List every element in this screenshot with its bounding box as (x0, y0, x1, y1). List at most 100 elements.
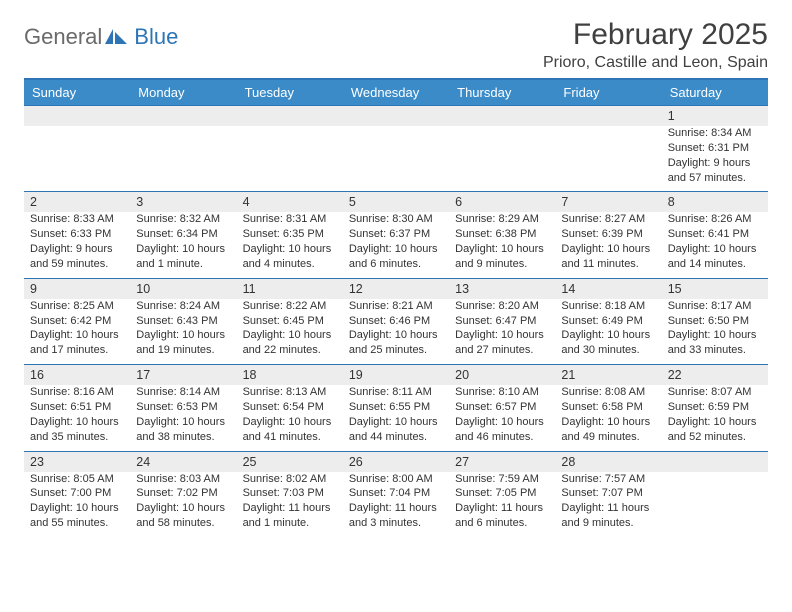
sunrise-line: Sunrise: 8:21 AM (349, 299, 443, 314)
sunset-line: Sunset: 6:58 PM (561, 400, 655, 415)
sunset-line: Sunset: 7:05 PM (455, 486, 549, 501)
day-cell: Sunrise: 8:33 AMSunset: 6:33 PMDaylight:… (24, 212, 130, 277)
weekday-header: Friday (555, 80, 661, 105)
day-details: Sunrise: 8:13 AMSunset: 6:54 PMDaylight:… (243, 385, 337, 444)
sunset-line: Sunset: 6:34 PM (136, 227, 230, 242)
daylight-line: Daylight: 10 hours and 35 minutes. (30, 415, 124, 445)
daynum-row: 232425262728 (24, 451, 768, 472)
day-number: 17 (130, 365, 236, 385)
day-details: Sunrise: 8:17 AMSunset: 6:50 PMDaylight:… (668, 299, 762, 358)
day-details: Sunrise: 8:26 AMSunset: 6:41 PMDaylight:… (668, 212, 762, 271)
sunset-line: Sunset: 6:41 PM (668, 227, 762, 242)
day-number (24, 106, 130, 126)
day-cell: Sunrise: 8:05 AMSunset: 7:00 PMDaylight:… (24, 472, 130, 537)
sunset-line: Sunset: 6:31 PM (668, 141, 762, 156)
sunset-line: Sunset: 6:50 PM (668, 314, 762, 329)
weekday-header: Wednesday (343, 80, 449, 105)
daylight-line: Daylight: 9 hours and 59 minutes. (30, 242, 124, 272)
daylight-line: Daylight: 10 hours and 14 minutes. (668, 242, 762, 272)
weekday-header: Tuesday (237, 80, 343, 105)
day-details: Sunrise: 8:18 AMSunset: 6:49 PMDaylight:… (561, 299, 655, 358)
day-number: 7 (555, 192, 661, 212)
day-number (130, 106, 236, 126)
daylight-line: Daylight: 10 hours and 38 minutes. (136, 415, 230, 445)
daylight-line: Daylight: 10 hours and 49 minutes. (561, 415, 655, 445)
sunrise-line: Sunrise: 8:16 AM (30, 385, 124, 400)
day-cell: Sunrise: 8:10 AMSunset: 6:57 PMDaylight:… (449, 385, 555, 450)
day-cell: Sunrise: 8:21 AMSunset: 6:46 PMDaylight:… (343, 299, 449, 364)
day-cell: Sunrise: 8:07 AMSunset: 6:59 PMDaylight:… (662, 385, 768, 450)
day-cell: Sunrise: 8:13 AMSunset: 6:54 PMDaylight:… (237, 385, 343, 450)
daylight-line: Daylight: 11 hours and 3 minutes. (349, 501, 443, 531)
calendar: Sunday Monday Tuesday Wednesday Thursday… (24, 78, 768, 537)
day-details: Sunrise: 8:34 AMSunset: 6:31 PMDaylight:… (668, 126, 762, 185)
day-details: Sunrise: 8:08 AMSunset: 6:58 PMDaylight:… (561, 385, 655, 444)
sunrise-line: Sunrise: 7:57 AM (561, 472, 655, 487)
day-cell (343, 126, 449, 191)
week-content-row: Sunrise: 8:25 AMSunset: 6:42 PM Daylight:… (24, 299, 768, 364)
sunrise-line: Sunrise: 8:14 AM (136, 385, 230, 400)
day-cell: Sunrise: 8:00 AMSunset: 7:04 PMDaylight:… (343, 472, 449, 537)
day-details: Sunrise: 8:24 AMSunset: 6:43 PMDaylight:… (136, 299, 230, 358)
daylight-line: Daylight: 10 hours and 44 minutes. (349, 415, 443, 445)
day-number: 6 (449, 192, 555, 212)
day-cell (237, 126, 343, 191)
day-details: Sunrise: 8:16 AMSunset: 6:51 PMDaylight:… (30, 385, 124, 444)
sunrise-line: Sunrise: 8:29 AM (455, 212, 549, 227)
day-number: 24 (130, 452, 236, 472)
sunset-line: Sunset: 6:53 PM (136, 400, 230, 415)
sunset-line: Sunset: 6:37 PM (349, 227, 443, 242)
day-details: Sunrise: 8:00 AMSunset: 7:04 PMDaylight:… (349, 472, 443, 531)
day-cell: Sunrise: 8:14 AMSunset: 6:53 PMDaylight:… (130, 385, 236, 450)
day-number: 10 (130, 279, 236, 299)
weekday-header: Sunday (24, 80, 130, 105)
sunrise-line: Sunrise: 8:25 AM (30, 299, 124, 314)
day-details: Sunrise: 8:07 AMSunset: 6:59 PMDaylight:… (668, 385, 762, 444)
day-details: Sunrise: 8:05 AMSunset: 7:00 PMDaylight:… (30, 472, 124, 531)
sunrise-line: Sunrise: 8:10 AM (455, 385, 549, 400)
sunrise-line: Sunrise: 8:26 AM (668, 212, 762, 227)
week-content-row: Sunrise: 8:33 AMSunset: 6:33 PMDaylight:… (24, 212, 768, 277)
daylight-line: Daylight: 9 hours and 57 minutes. (668, 156, 762, 186)
day-number (343, 106, 449, 126)
day-cell: Sunrise: 8:27 AMSunset: 6:39 PMDaylight:… (555, 212, 661, 277)
daylight-line: Daylight: 11 hours and 6 minutes. (455, 501, 549, 531)
daylight-line: Daylight: 11 hours and 1 minute. (243, 501, 337, 531)
day-details: Sunrise: 8:21 AMSunset: 6:46 PMDaylight:… (349, 299, 443, 358)
sunrise-line: Sunrise: 8:22 AM (243, 299, 337, 314)
day-details: Sunrise: 8:03 AMSunset: 7:02 PMDaylight:… (136, 472, 230, 531)
day-cell: Sunrise: 8:34 AMSunset: 6:31 PMDaylight:… (662, 126, 768, 191)
weekday-header-row: Sunday Monday Tuesday Wednesday Thursday… (24, 80, 768, 105)
day-number: 8 (662, 192, 768, 212)
daylight-line: Daylight: 10 hours and 46 minutes. (455, 415, 549, 445)
sunset-line: Sunset: 6:55 PM (349, 400, 443, 415)
day-cell: Sunrise: 8:17 AMSunset: 6:50 PMDaylight:… (662, 299, 768, 364)
daylight-line: Daylight: 10 hours and 41 minutes. (243, 415, 337, 445)
month-title: February 2025 (543, 18, 768, 52)
week-content-row: Sunrise: 8:34 AMSunset: 6:31 PMDaylight:… (24, 126, 768, 191)
sunset-line: Sunset: 6:42 PM (30, 314, 124, 329)
day-details: Sunrise: 8:29 AMSunset: 6:38 PMDaylight:… (455, 212, 549, 271)
day-number (449, 106, 555, 126)
daylight-line: Daylight: 10 hours and 25 minutes. (349, 328, 443, 358)
title-block: February 2025 Prioro, Castille and Leon,… (543, 18, 768, 72)
sunset-line: Sunset: 6:59 PM (668, 400, 762, 415)
day-number: 12 (343, 279, 449, 299)
day-cell (130, 126, 236, 191)
day-details: Sunrise: 8:10 AMSunset: 6:57 PMDaylight:… (455, 385, 549, 444)
sunset-line: Sunset: 7:07 PM (561, 486, 655, 501)
day-cell: Sunrise: 8:29 AMSunset: 6:38 PMDaylight:… (449, 212, 555, 277)
day-number: 18 (237, 365, 343, 385)
daylight-line: Daylight: 10 hours and 1 minute. (136, 242, 230, 272)
daylight-line: Daylight: 10 hours and 33 minutes. (668, 328, 762, 358)
day-cell: Sunrise: 8:08 AMSunset: 6:58 PMDaylight:… (555, 385, 661, 450)
day-number: 13 (449, 279, 555, 299)
day-number: 4 (237, 192, 343, 212)
logo-sails-icon (104, 27, 132, 47)
sunset-line: Sunset: 6:49 PM (561, 314, 655, 329)
daylight-line: Daylight: 10 hours and 55 minutes. (30, 501, 124, 531)
day-number: 16 (24, 365, 130, 385)
sunrise-line: Sunrise: 8:33 AM (30, 212, 124, 227)
day-cell: Sunrise: 8:22 AMSunset: 6:45 PMDaylight:… (237, 299, 343, 364)
day-details: Sunrise: 8:20 AMSunset: 6:47 PMDaylight:… (455, 299, 549, 358)
